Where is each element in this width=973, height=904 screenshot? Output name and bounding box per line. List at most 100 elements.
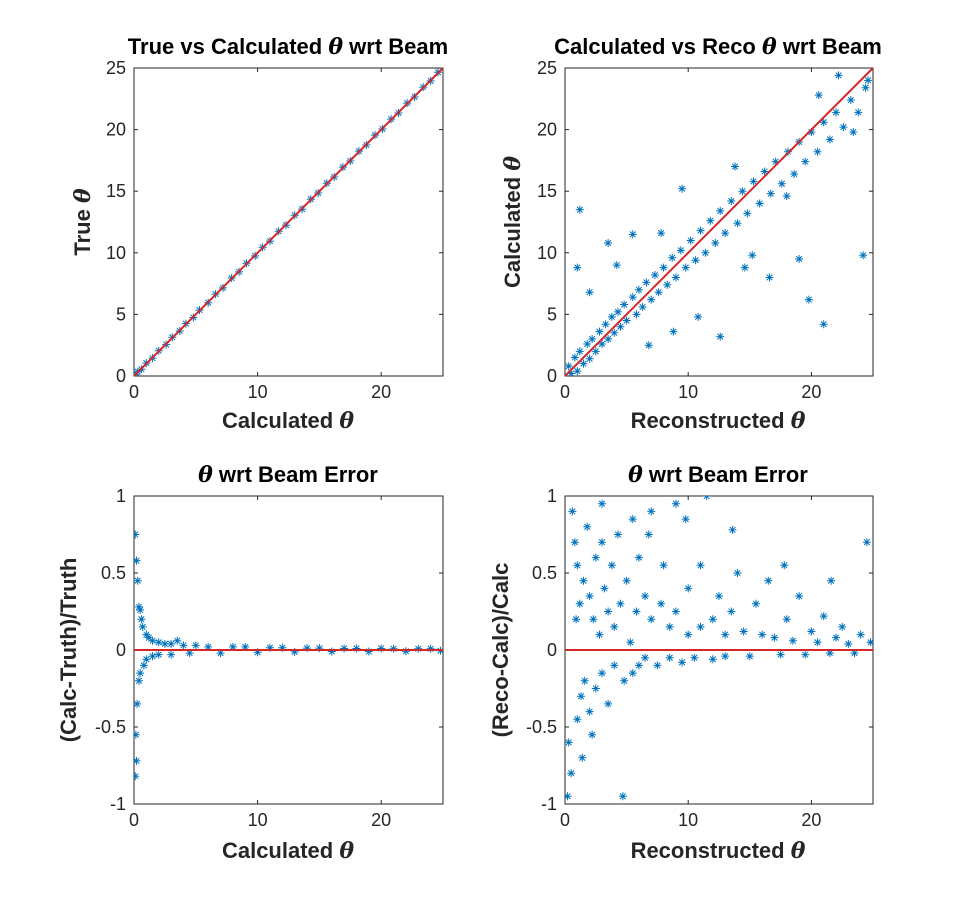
panel-2-data-point	[644, 341, 653, 350]
panel-4-data-point	[838, 622, 847, 631]
panel-2-xtick-label: 20	[801, 382, 821, 402]
panel-4-data-point	[764, 576, 773, 585]
panel-2-data-point	[567, 369, 576, 376]
panel-2-title: Calculated vs Reco θ wrt Beam	[554, 34, 882, 60]
panel-2-data-point	[573, 263, 582, 272]
panel-3-data-point	[191, 641, 200, 650]
panel-4-data-point	[657, 599, 666, 608]
panel-4-data-point	[801, 650, 810, 659]
panel-4-data-point	[626, 638, 635, 647]
panel-3-xtick-label: 10	[248, 810, 268, 830]
panel-4-data-point	[575, 599, 584, 608]
panel-1-xlabel: Calculated θ	[222, 408, 354, 434]
panel-4-data-point	[585, 707, 594, 716]
panel-2-data-point	[771, 157, 780, 166]
panel-2-data-point	[604, 335, 613, 344]
panel-4-data-point	[795, 592, 804, 601]
panel-1-ytick-label: 5	[116, 304, 126, 324]
panel-3-data-point	[377, 644, 386, 653]
panel-2-data-point	[607, 312, 616, 321]
panel-3-data-point	[134, 772, 140, 781]
panel-3: θ wrt Beam Error Calculated θ (Calc-Trut…	[56, 462, 444, 864]
panel-3-xtick-label: 0	[129, 810, 139, 830]
panel-4-data-point	[573, 715, 582, 724]
panel-4-data-point	[620, 676, 629, 685]
panel-3-data-point	[204, 642, 213, 651]
panel-1-axes-box	[133, 67, 444, 377]
panel-2-data-point	[632, 310, 641, 319]
panel-3-data-point	[253, 648, 262, 657]
panel-2-data-point	[647, 295, 656, 304]
panel-4-data-point	[591, 684, 600, 693]
panel-4-xtick-label: 0	[560, 810, 570, 830]
panel-4-data-point	[597, 499, 606, 508]
panel-3-data-point	[241, 642, 250, 651]
panel-4-ytick-label: -0.5	[526, 717, 557, 737]
panel-4-data-point	[856, 630, 865, 639]
panel-4-data-point	[696, 622, 705, 631]
panel-2-data-point	[678, 184, 687, 193]
panel-4-data-point	[862, 538, 871, 547]
panel-4-data-point	[745, 652, 754, 661]
panel-2-ytick-label: 0	[547, 366, 557, 386]
panel-4-data-point	[634, 553, 643, 562]
panel-4-data-point	[751, 599, 760, 608]
panel-3-data-point	[139, 661, 148, 670]
panel-2-data-point	[749, 177, 758, 186]
panel-3-data-point	[167, 639, 176, 648]
panel-4-data-point	[572, 615, 581, 624]
panel-3-data-point	[265, 643, 274, 652]
panel-3-data-point	[327, 647, 336, 656]
panel-2-data-point	[585, 354, 594, 363]
panel-4-data-point	[600, 584, 609, 593]
panel-4: θ wrt Beam Error Reconstructed θ (Reco-C…	[488, 462, 874, 864]
panel-3-ytick-label: 0	[116, 640, 126, 660]
panel-4-data-point	[739, 627, 748, 636]
panel-2-data-point	[565, 362, 573, 371]
panel-4-title: θ wrt Beam Error	[628, 462, 808, 488]
panel-2-data-point	[814, 91, 823, 100]
panel-2-data-point	[743, 209, 752, 218]
panel-2-data-point	[832, 108, 841, 117]
panel-4-data-point	[647, 507, 656, 516]
panel-2-data-point	[748, 251, 757, 260]
panel-3-data-point	[179, 641, 188, 650]
panel-2-data-point	[638, 303, 647, 312]
panel-2-data-point	[825, 135, 834, 144]
panel-3-data-point	[228, 642, 237, 651]
panel-3-data-point	[134, 699, 142, 708]
panel-2-data-point	[588, 335, 597, 344]
panel-1-xtick-label: 10	[248, 382, 268, 402]
panel-3-data-point	[136, 669, 145, 678]
panel-3-data-point	[278, 643, 287, 652]
panel-3-data-point	[185, 649, 194, 658]
panel-4-data-point	[597, 538, 606, 547]
panel-2-data-point	[595, 327, 604, 336]
panel-3-data-point	[303, 644, 312, 653]
panel-4-data-point	[641, 653, 650, 662]
panel-2-xtick-label: 10	[678, 382, 698, 402]
panel-1-reference-line	[133, 67, 444, 377]
panel-2-data-point	[604, 238, 613, 247]
panel-1-title: True vs Calculated θ wrt Beam	[128, 34, 448, 60]
panel-3-data-point	[142, 655, 151, 664]
panel-3-data-point	[173, 636, 182, 645]
panel-2-data-point	[659, 263, 668, 272]
panel-4-data-point	[733, 569, 742, 577]
panel-4-data-point	[604, 607, 613, 616]
panel-2-data-point	[701, 248, 710, 257]
panel-4-data-point	[813, 638, 822, 647]
panel-4-data-point	[780, 561, 789, 570]
panel-4-data-point	[628, 515, 637, 524]
panel-2-data-point	[766, 189, 775, 198]
panel-2-ytick-label: 25	[537, 58, 557, 78]
panel-4-data-point	[696, 561, 705, 570]
panel-2-ytick-label: 5	[547, 304, 557, 324]
panel-2-data-point	[681, 263, 690, 272]
panel-3-points	[134, 530, 443, 781]
panel-2-data-point	[676, 246, 685, 255]
panel-3-data-point	[401, 647, 410, 656]
panel-2-data-point	[601, 320, 610, 329]
panel-4-data-point	[770, 633, 779, 642]
